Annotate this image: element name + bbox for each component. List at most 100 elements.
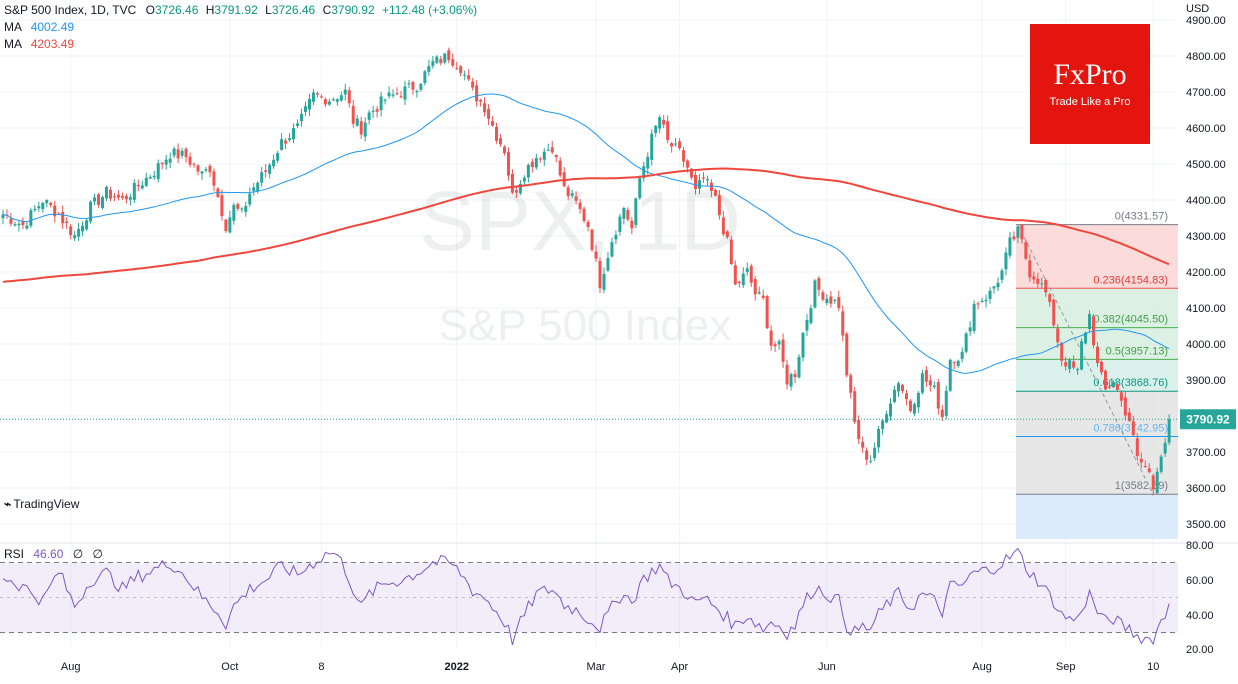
ma-slow-label: MA	[4, 37, 22, 51]
candle-body	[252, 187, 256, 191]
candle-body	[93, 197, 97, 202]
candle-body	[1008, 237, 1012, 256]
candle-body	[881, 420, 885, 429]
candle-body	[781, 339, 785, 362]
candle-body	[335, 99, 339, 102]
time-tick-label: 10	[1147, 661, 1159, 673]
candle-body	[427, 66, 431, 72]
fib-zone	[1016, 391, 1178, 437]
candle-body	[13, 224, 17, 226]
candle-body	[300, 113, 303, 122]
price-axis: USD3500.003600.003700.003800.003900.0040…	[1180, 3, 1236, 531]
candle-body	[737, 281, 741, 284]
candle-body	[976, 303, 980, 305]
candle-body	[980, 301, 984, 303]
candle-body	[948, 359, 952, 391]
candle-body	[140, 185, 144, 189]
candle-body	[550, 147, 554, 153]
candle-body	[1056, 328, 1060, 343]
candle-body	[522, 177, 526, 182]
candle-body	[1151, 475, 1155, 490]
candle-body	[928, 380, 932, 386]
candle-body	[339, 95, 343, 101]
candle-body	[745, 268, 749, 272]
candle-body	[1072, 361, 1076, 368]
candle-body	[359, 121, 363, 135]
candle-body	[180, 150, 184, 156]
candle-body	[463, 74, 467, 76]
ma-slow-line	[2, 167, 1170, 283]
candle-body	[383, 99, 387, 101]
candle-body	[610, 242, 614, 257]
price-tick-label: 4200.00	[1186, 267, 1226, 279]
candle-body	[1024, 242, 1028, 259]
candle-body	[1143, 466, 1147, 468]
candle-body	[897, 383, 900, 392]
candle-body	[542, 151, 546, 160]
price-tick-label: 4800.00	[1186, 51, 1226, 63]
candle-body	[546, 149, 550, 151]
candle-body	[984, 299, 988, 302]
candle-body	[1155, 471, 1159, 494]
candle-body	[678, 141, 682, 149]
price-tick-label: 4000.00	[1186, 339, 1226, 351]
candle-body	[33, 208, 37, 211]
candle-body	[124, 195, 128, 200]
candle-body	[160, 162, 164, 165]
candle-body	[614, 234, 618, 240]
tradingview-icon: ⌁	[4, 497, 11, 511]
candle-body	[1080, 341, 1084, 370]
logo-tagline: Trade Like a Pro	[1049, 96, 1131, 108]
candle-body	[845, 333, 849, 376]
candle-body	[821, 292, 825, 300]
candle-body	[1099, 361, 1103, 373]
candle-body	[455, 68, 459, 70]
candle-body	[554, 155, 558, 158]
candle-body	[538, 158, 542, 160]
time-tick-label: Aug	[61, 661, 81, 673]
candle-body	[491, 121, 495, 126]
price-tick-label: 4500.00	[1186, 159, 1226, 171]
currency-label: USD	[1186, 3, 1209, 15]
candle-body	[960, 351, 964, 359]
candle-body	[168, 158, 172, 163]
symbol-title: S&P 500 Index, 1D, TVC	[4, 3, 137, 17]
candle-body	[857, 419, 861, 439]
high-value: 3791.92	[214, 3, 258, 17]
fib-zone	[1016, 436, 1178, 495]
candle-body	[690, 168, 694, 178]
candle-body	[1020, 224, 1024, 240]
candle-body	[164, 159, 168, 165]
rsi-line	[2, 547, 1170, 646]
fib-level-label: 0.786(3742.95)	[1093, 423, 1168, 435]
candle-body	[733, 265, 737, 285]
candle-body	[749, 265, 753, 283]
candle-body	[1060, 342, 1064, 361]
candle-body	[1139, 458, 1143, 463]
candle-body	[451, 59, 455, 66]
candle-body	[912, 404, 916, 414]
candle-body	[638, 178, 642, 199]
candle-body	[936, 382, 940, 409]
time-tick-label: 2022	[444, 661, 468, 673]
fib-zone	[1016, 288, 1178, 328]
candle-body	[268, 164, 272, 174]
candle-body	[192, 163, 196, 165]
candle-body	[996, 282, 1000, 288]
candle-body	[319, 96, 323, 98]
price-tick-label: 4400.00	[1186, 195, 1226, 207]
candle-body	[1048, 294, 1052, 302]
candle-body	[85, 220, 89, 230]
fib-trend-line	[1017, 224, 1154, 495]
candle-body	[276, 153, 280, 161]
rsi-legend: RSI 46.60 ∅ ∅	[4, 547, 103, 561]
candle-body	[1068, 360, 1072, 370]
time-tick-label: Mar	[587, 661, 606, 673]
candle-body	[292, 128, 296, 140]
candle-body	[487, 108, 491, 119]
candle-body	[777, 341, 781, 345]
candle-body	[1044, 280, 1048, 293]
candle-body	[176, 149, 180, 159]
candle-body	[574, 196, 578, 201]
